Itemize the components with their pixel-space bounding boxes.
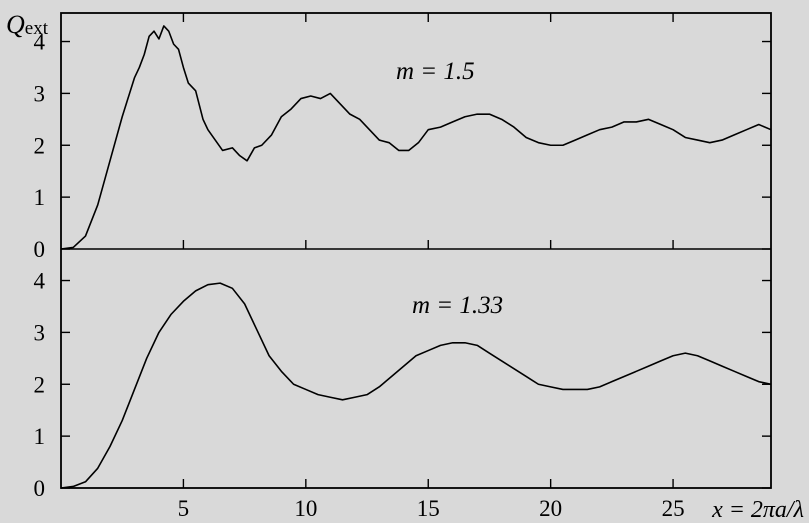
y-tick-label-p0-4: 4 xyxy=(34,30,46,55)
y-axis-label-sub: ext xyxy=(25,18,49,39)
y-tick-label-p0-1: 1 xyxy=(34,185,46,210)
y-tick-label-p1-0: 0 xyxy=(34,476,46,501)
series-line-panel-1 xyxy=(60,282,772,489)
y-tick-label-p0-0: 0 xyxy=(34,237,46,262)
y-tick-label-p0-2: 2 xyxy=(34,133,46,158)
annotation-m-1-33: m = 1.33 xyxy=(412,292,503,319)
curves-layer xyxy=(60,25,772,489)
y-tick-label-p0-3: 3 xyxy=(34,81,46,106)
x-tick-label-5: 5 xyxy=(178,496,190,521)
x-tick-label-25: 25 xyxy=(662,496,685,521)
plot-frame xyxy=(60,12,772,489)
x-tick-label-15: 15 xyxy=(417,496,440,521)
x-tick-label-10: 10 xyxy=(294,496,317,521)
y-tick-label-p1-3: 3 xyxy=(34,320,46,345)
y-tick-label-p1-2: 2 xyxy=(34,372,46,397)
x-axis-label: x = 2πa/λ xyxy=(711,497,804,523)
ticks-layer xyxy=(61,13,771,489)
y-axis-label: Qext xyxy=(6,10,49,39)
x-tick-label-20: 20 xyxy=(539,496,562,521)
y-axis-label-main: Q xyxy=(6,10,25,39)
labels-layer: 0 1 2 3 4 0 1 2 3 4 5 10 15 20 25 xyxy=(34,30,685,521)
annotation-m-1-5: m = 1.5 xyxy=(396,58,475,85)
series-line-panel-0 xyxy=(60,25,772,250)
y-tick-label-p1-1: 1 xyxy=(34,424,46,449)
y-tick-label-p1-4: 4 xyxy=(34,269,46,294)
